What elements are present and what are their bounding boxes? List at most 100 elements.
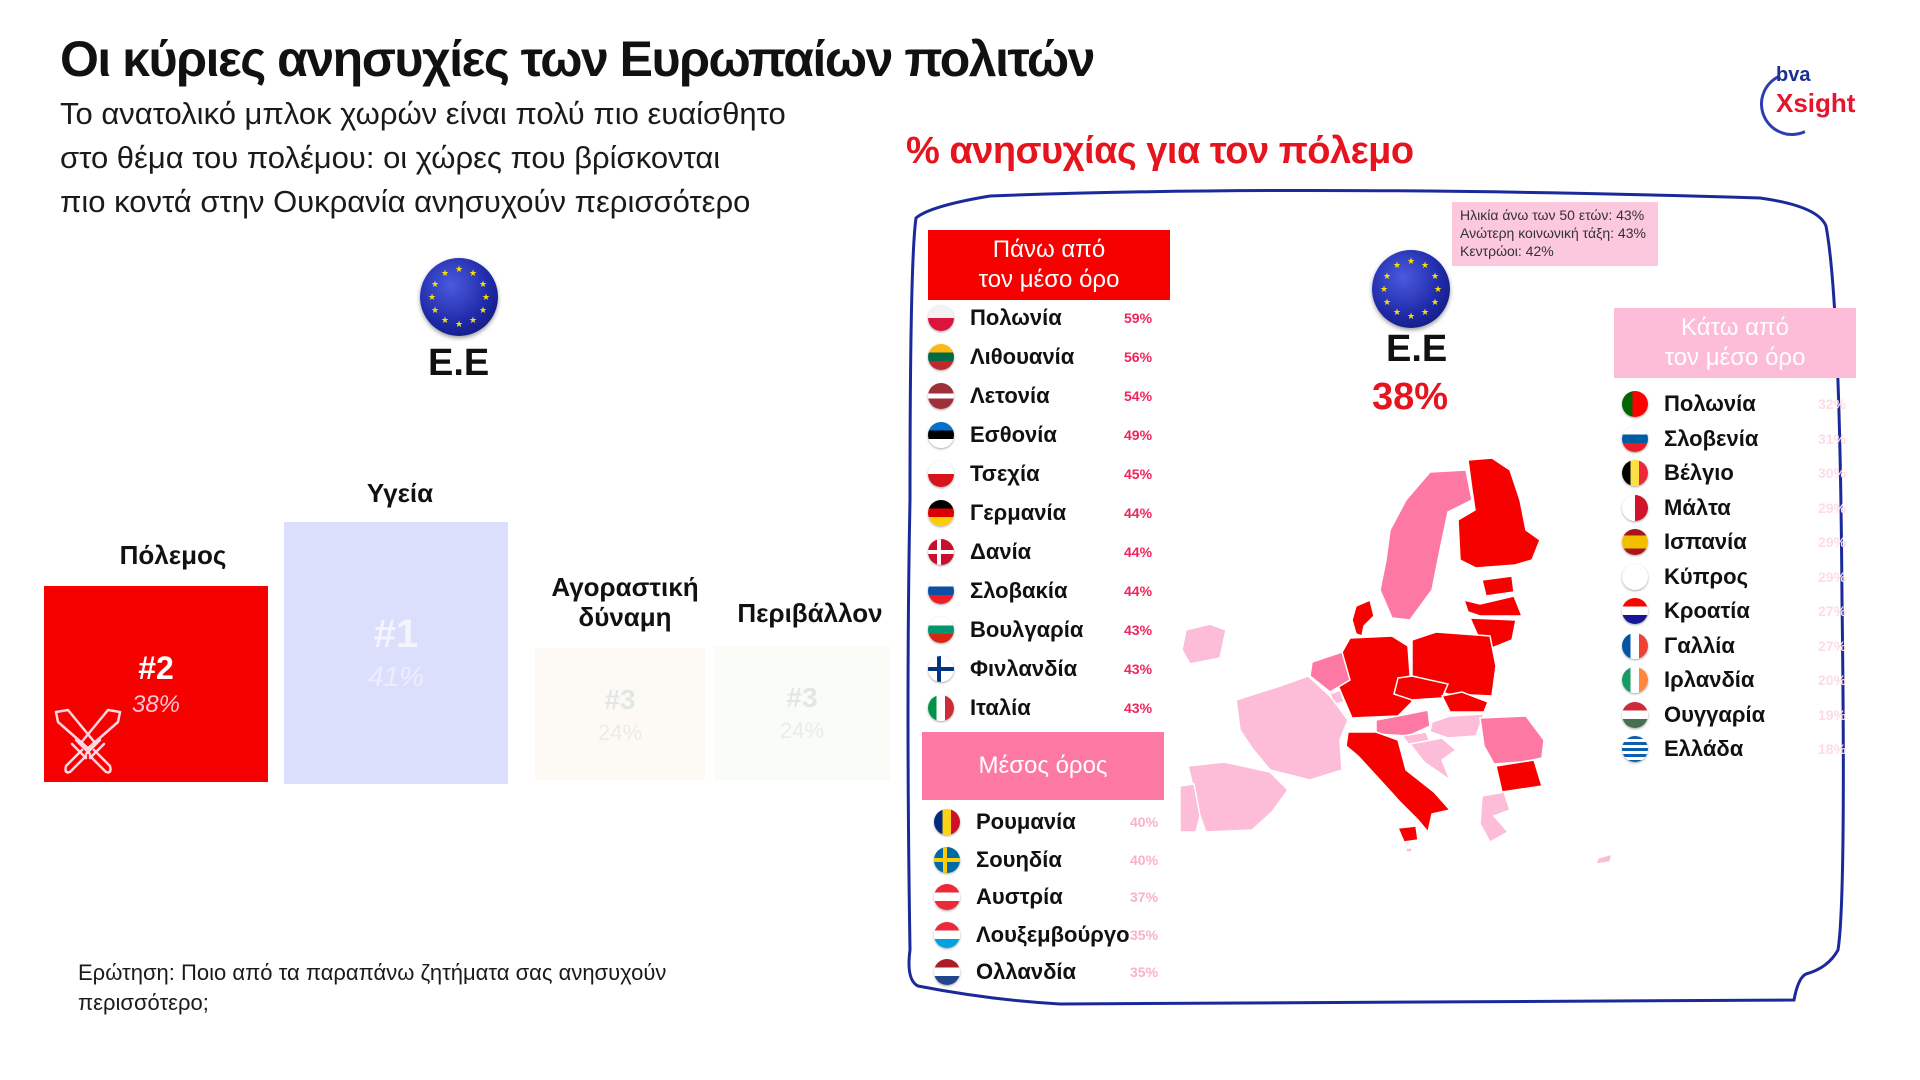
country-value: 40% [1130,851,1159,868]
eu-label: Ε.Ε [1386,328,1448,370]
country-row-czechia: Τσεχία 45% [928,456,1152,492]
austria-flag-icon [934,884,960,910]
page-title: Οι κύριες ανησυχίες των Ευρωπαίων πολιτώ… [60,31,1095,87]
country-value: 56% [1124,349,1153,365]
demographic-line: Κεντρώοι: 42% [1460,243,1554,259]
eu-flag-icon: ★ ★ ★ ★ ★ ★ ★ ★ ★ ★ ★ ★ [1372,250,1450,328]
country-name: Σλοβενία [1664,425,1759,451]
map-sicily [1396,825,1419,843]
map-greece [1479,791,1511,844]
country-value: 54% [1124,388,1153,404]
eu-war-percentage: 38% [1372,376,1449,418]
country-row-romania: Ρουμανία 40% [934,804,1158,840]
map-romania [1479,715,1545,765]
hungary-flag-icon [1622,701,1648,728]
country-name: Ελλάδα [1664,736,1744,761]
country-name: Βέλγιο [1664,460,1734,485]
slovakia-flag-icon [928,578,954,604]
bar-health[interactable]: #1 41% [284,522,508,784]
country-name: Ρουμανία [976,809,1076,834]
bar-label-line: Αγοραστική [551,572,699,602]
country-value: 44% [1124,583,1153,599]
header-line: τον μέσο όρο [1664,344,1806,371]
country-name: Κροατία [1664,598,1750,623]
crossed-swords-icon [54,708,122,774]
header-line: Πάνω από [992,236,1106,263]
estonia-flag-icon [928,422,954,448]
map-slovakia [1440,691,1489,713]
map-italy [1345,731,1452,834]
map-malta [1405,847,1413,853]
country-name: Λετονία [970,383,1050,408]
subtitle-line: στο θέμα του πολέμου: οι χώρες που βρίσκ… [60,140,721,175]
country-value: 40% [1130,814,1159,830]
bar-value: 24% [597,720,643,745]
header-line: τον μέσο όρο [978,266,1120,293]
page-subtitle: Το ανατολικό μπλοκ χωρών είναι πολύ πιο … [60,92,840,224]
country-row-poland: Πολωνία 59% [928,300,1152,336]
romania-flag-icon [934,809,960,835]
country-name: Γαλλία [1664,632,1735,658]
poland-flag-icon [928,305,954,331]
bar-purchasing-power[interactable]: #3 24% [535,648,705,780]
country-name: Σλοβακία [970,578,1068,603]
map-ireland [1181,623,1227,665]
map-czechia [1393,675,1450,701]
country-row-slovenia: Σλοβενία 31% [1622,421,1846,457]
country-row-netherlands: Ολλανδία 35% [934,954,1158,990]
country-row-finland: Φινλανδία 43% [928,651,1152,687]
country-row-germany: Γερμανία 44% [928,495,1152,531]
map-lithuania [1468,617,1517,649]
country-value: 32% [1818,396,1847,412]
country-row-denmark: Δανία 44% [928,534,1152,570]
country-row-malta: Μάλτα 29% [1622,490,1846,526]
country-row-greece: Ελλάδα 18% [1622,731,1846,767]
country-value: 18% [1818,741,1847,757]
country-name: Ισπανία [1664,529,1747,554]
bar-value: 38% [131,690,181,718]
map-sweden [1379,469,1473,621]
country-value: 20% [1818,672,1847,688]
country-row-croatia: Κροατία 27% [1622,593,1846,629]
above-average-header: Πάνω από τον μέσο όρο [928,230,1170,300]
country-value: 29% [1818,568,1847,585]
map-spain [1187,761,1289,833]
bar-environment[interactable]: #3 24% [714,646,890,780]
country-row-italy: Ιταλία 43% [928,690,1152,726]
subtitle-line: πιο κοντά στην Ουκρανία ανησυχούν περισσ… [60,184,751,219]
italy-flag-icon [928,695,954,721]
country-value: 35% [1130,964,1159,980]
country-row-austria: Αυστρία 37% [934,879,1158,915]
country-row-luxembourg: Λουξεμβούργο 35% [934,917,1158,953]
country-name: Γερμανία [970,500,1067,525]
bar-rank: #3 [604,684,636,715]
eu-region-label: Ε.Ε [428,342,490,384]
france-flag-icon [1622,632,1648,659]
bar-rank: #3 [786,682,818,713]
map-estonia [1481,575,1515,597]
map-netherlands-belgium [1309,651,1351,693]
country-value: 43% [1124,700,1153,716]
bar-value: 24% [779,718,825,743]
bar-label-environment: Περιβάλλον [737,598,883,628]
slovenia-flag-icon [1622,425,1648,452]
country-name: Ολλανδία [976,959,1077,984]
map-hungary [1429,713,1486,739]
country-value: 43% [1124,661,1153,677]
bva-xsight-logo: bva Xsight [1750,62,1880,146]
bar-label-line: δύναμη [578,602,672,632]
country-value: 29% [1818,499,1847,516]
country-value: 44% [1124,505,1153,521]
country-row-estonia: Εσθονία 49% [928,417,1152,453]
country-row-france: Γαλλία 27% [1622,628,1846,664]
bar-rank: #2 [138,649,174,686]
lithuania-flag-icon [928,344,954,370]
country-name: Κύπρος [1664,563,1749,589]
war-concern-title: % ανησυχίας για τον πόλεμο [906,130,1414,172]
bar-war[interactable]: #2 38% [44,586,268,782]
bulgaria-flag-icon [928,617,954,643]
country-value: 27% [1818,637,1847,654]
croatia-flag-icon [1622,598,1648,624]
country-row-hungary: Ουγγαρία 19% [1622,697,1846,733]
belgium-flag-icon [1622,460,1648,486]
